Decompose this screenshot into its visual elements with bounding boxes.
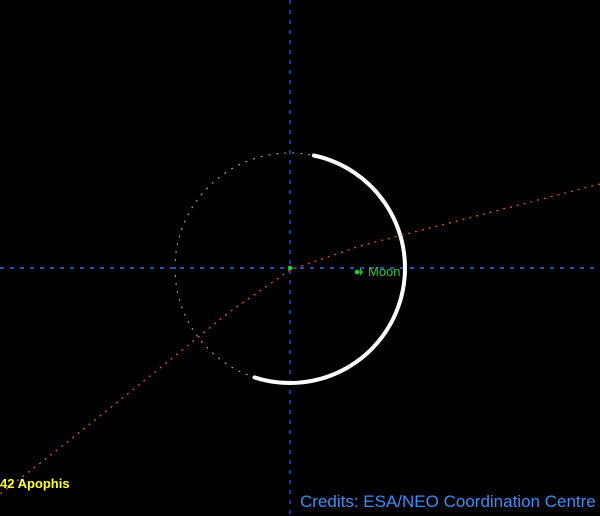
credits-text: Credits: ESA/NEO Coordination Centre: [300, 492, 596, 512]
apophis-label: 42 Apophis: [0, 476, 70, 491]
moon-label-arrow-icon: [358, 269, 362, 275]
orbit-diagram-stage: 42 Apophis Moon Credits: ESA/NEO Coordin…: [0, 0, 600, 516]
moon-label: Moon: [368, 264, 401, 279]
earth-marker: [288, 266, 293, 271]
apophis-trajectory: [0, 184, 600, 494]
orbit-plot-svg: [0, 0, 600, 516]
